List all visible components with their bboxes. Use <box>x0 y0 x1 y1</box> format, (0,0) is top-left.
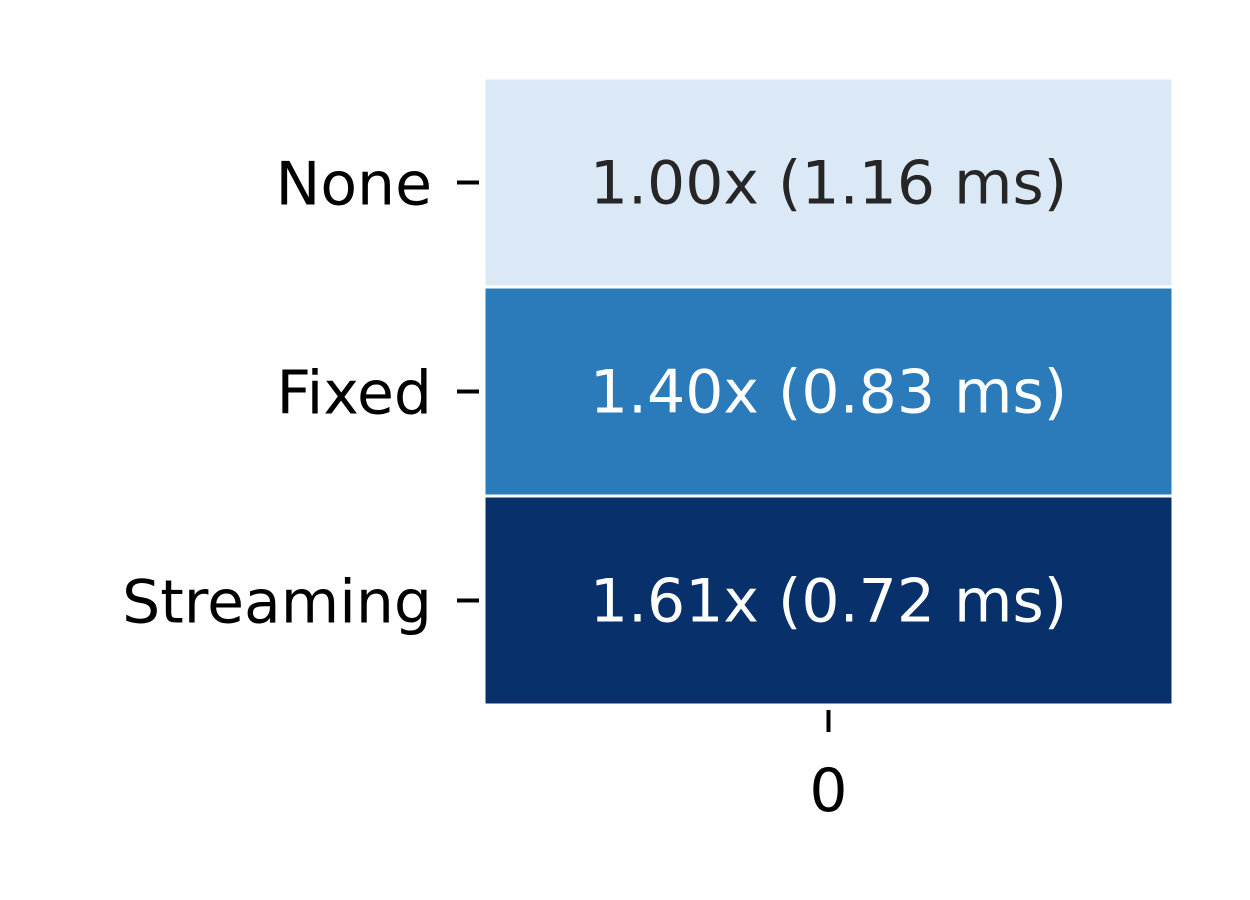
x-tick-label: 0 <box>809 756 847 826</box>
heatmap-cell-fixed <box>482 285 1175 498</box>
cell-annotation: 1.61x (0.72 ms) <box>590 567 1067 637</box>
heatmap-cells: 1.00x (1.16 ms) 1.40x (0.83 ms) 1.61x (0.7… <box>482 76 1175 707</box>
heatmap-cell-none <box>482 76 1175 289</box>
y-tick-label: Fixed <box>277 359 432 429</box>
cell-annotation: 1.00x (1.16 ms) <box>590 149 1067 219</box>
x-axis: 0 <box>809 710 848 826</box>
y-tick-label: None <box>275 150 432 220</box>
heatmap-cell-streaming <box>482 494 1175 707</box>
y-axis: None Fixed Streaming <box>122 150 479 638</box>
cell-annotation: 1.40x (0.83 ms) <box>590 358 1067 428</box>
y-tick-label: Streaming <box>122 568 432 638</box>
